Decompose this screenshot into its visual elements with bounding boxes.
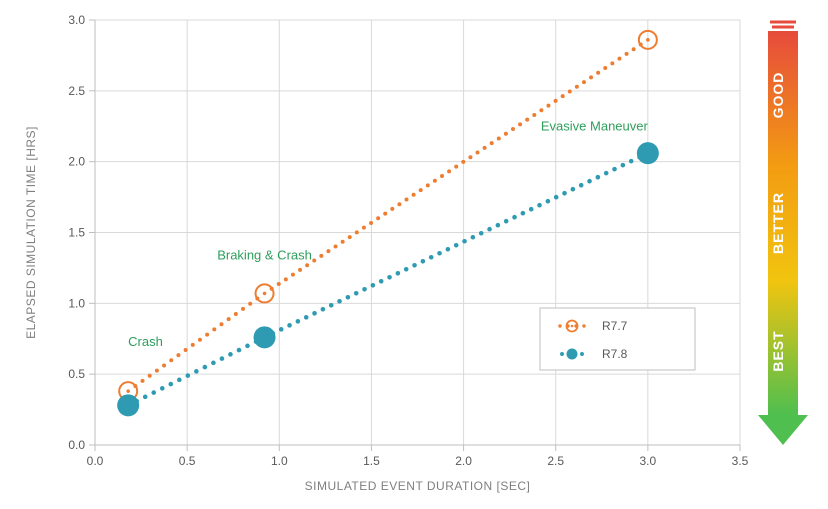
y-tick-label: 1.5 [68,226,85,240]
x-tick-label: 1.5 [363,454,380,468]
y-tick-label: 0.0 [68,438,85,452]
x-axis-title: SIMULATED EVENT DURATION [SEC] [305,479,531,493]
chart-container: 0.0 0.5 1.0 1.5 2.0 2.5 3.0 3.5 0.0 0.5 1.0 1.5 2.0 2… [0,0,828,509]
x-tick-label: 0.5 [179,454,196,468]
x-tick-label: 1.0 [271,454,288,468]
marker-filled-circle [117,394,139,416]
scale-label: BEST [770,330,786,371]
y-tick-label: 2.5 [68,84,85,98]
legend-label: R7.8 [602,347,628,361]
x-tick-label: 2.0 [455,454,472,468]
marker-filled-circle [637,142,659,164]
marker-filled-circle [254,326,276,348]
x-tick-label: 2.5 [547,454,564,468]
scale-label: GOOD [770,72,786,119]
x-tick-label: 3.0 [640,454,657,468]
scale-label: BETTER [770,192,786,254]
y-tick-label: 1.0 [68,296,85,310]
annotation-label: Braking & Crash [217,247,312,262]
y-axis-title: ELAPSED SIMULATION TIME [HRS] [24,126,38,339]
x-tick-label: 0.0 [87,454,104,468]
legend-label: R7.7 [602,319,628,333]
quality-scale-arrow: GOOD BETTER BEST [758,22,808,445]
x-tick-label: 3.5 [732,454,749,468]
annotation-label: Crash [128,334,163,349]
y-tick-label: 0.5 [68,367,85,381]
annotation-label: Evasive Maneuver [541,119,649,134]
y-tick-label: 2.0 [68,155,85,169]
chart-svg: 0.0 0.5 1.0 1.5 2.0 2.5 3.0 3.5 0.0 0.5 1.0 1.5 2.0 2… [0,0,828,509]
legend: R7.7 R7.8 [540,308,695,370]
y-tick-label: 3.0 [68,13,85,27]
